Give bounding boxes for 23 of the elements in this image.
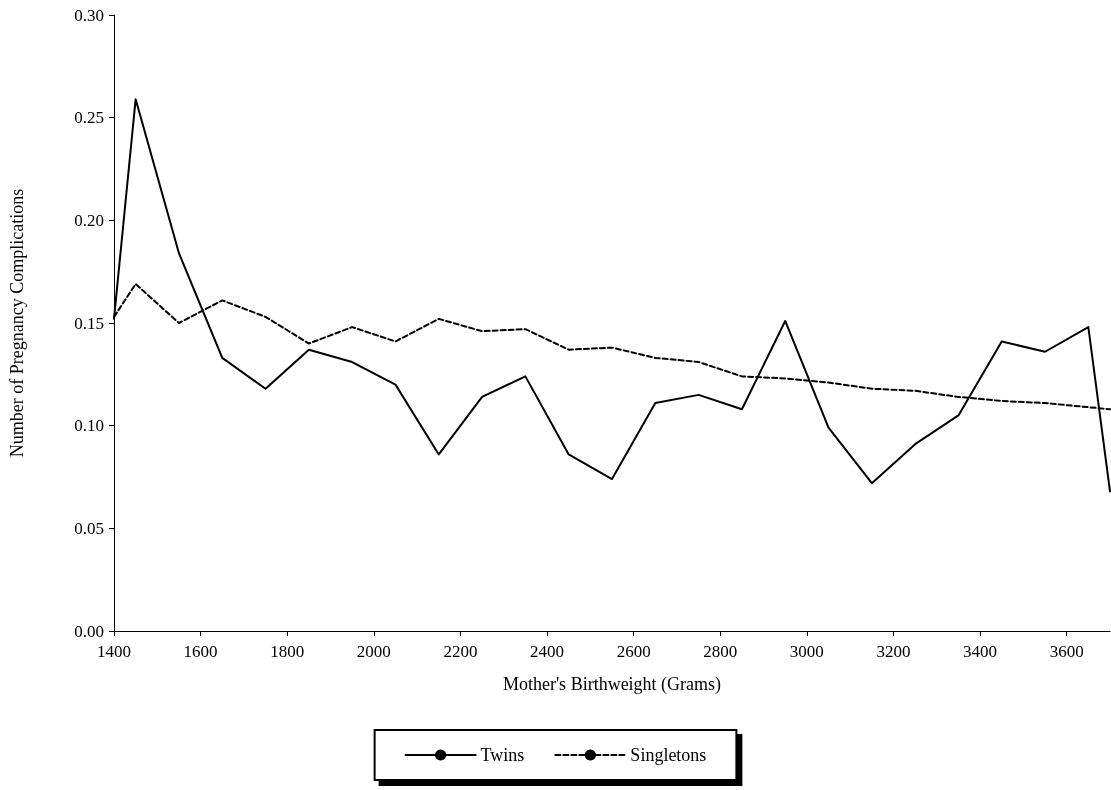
x-tick-label: 3000	[789, 642, 824, 661]
x-tick-label: 2600	[616, 642, 651, 661]
y-tick-label: 0.00	[74, 621, 104, 641]
x-tick-label: 1600	[183, 642, 218, 661]
x-tick-label: 1800	[270, 642, 305, 661]
y-tick-label: 0.15	[74, 313, 104, 333]
y-tick-label: 0.05	[74, 518, 104, 538]
x-tick-label: 2000	[356, 642, 391, 661]
x-tick-label: 3600	[1049, 642, 1084, 661]
y-axis-title: Number of Pregnancy Complications	[7, 188, 27, 458]
x-tick-label: 3400	[963, 642, 998, 661]
legend-label: Twins	[480, 745, 525, 765]
x-tick-label: 3200	[876, 642, 911, 661]
y-tick-label: 0.10	[74, 416, 104, 436]
y-tick-label: 0.25	[74, 108, 104, 128]
y-tick-label: 0.30	[74, 5, 104, 25]
y-tick-label: 0.20	[74, 210, 104, 230]
x-tick-label: 2800	[703, 642, 738, 661]
x-tick-label: 2400	[530, 642, 565, 661]
x-axis-title: Mother's Birthweight (Grams)	[502, 674, 722, 695]
x-tick-label: 1400	[97, 642, 131, 661]
legend-label: Singletons	[630, 745, 707, 765]
x-tick-label: 2200	[443, 642, 478, 661]
